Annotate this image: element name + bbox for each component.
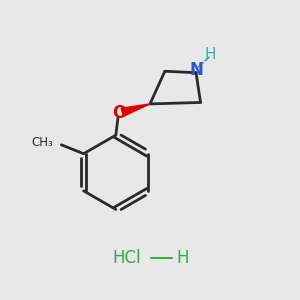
Text: H: H [176, 250, 189, 268]
Text: H: H [205, 47, 216, 62]
Text: O: O [112, 104, 126, 122]
Text: CH₃: CH₃ [31, 136, 53, 149]
Text: HCl: HCl [112, 250, 140, 268]
Polygon shape [121, 104, 150, 116]
Text: N: N [190, 61, 204, 79]
